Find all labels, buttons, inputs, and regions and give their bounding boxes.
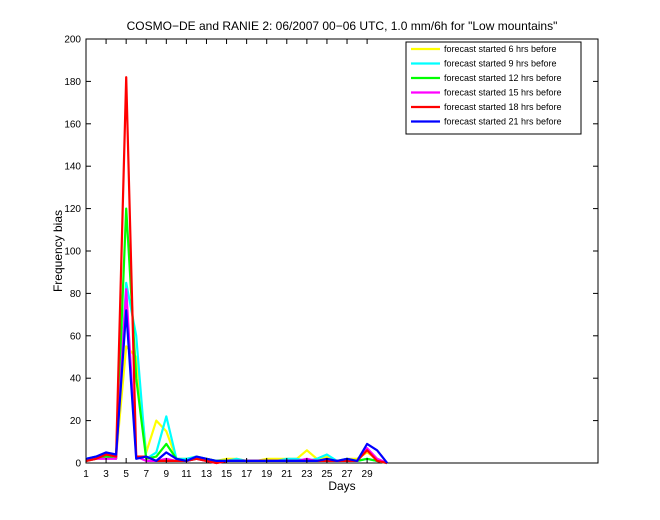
x-tick-label: 23 bbox=[301, 469, 313, 480]
legend-entry-4: forecast started 15 hrs before bbox=[444, 88, 562, 98]
y-tick-label: 40 bbox=[70, 374, 82, 385]
legend-entry-1: forecast started 6 hrs before bbox=[444, 44, 557, 54]
y-tick-label: 160 bbox=[64, 119, 81, 130]
x-tick-label: 15 bbox=[221, 469, 233, 480]
x-tick-label: 17 bbox=[241, 469, 253, 480]
y-tick-label: 20 bbox=[70, 416, 82, 427]
x-tick-label: 13 bbox=[201, 469, 213, 480]
legend-entry-6: forecast started 21 hrs before bbox=[444, 117, 562, 127]
y-tick-label: 200 bbox=[64, 35, 81, 46]
x-tick-label: 27 bbox=[341, 469, 353, 480]
x-tick-label: 21 bbox=[281, 469, 293, 480]
y-tick-label: 0 bbox=[75, 459, 81, 470]
x-axis-label: Days bbox=[328, 479, 355, 493]
y-axis-label: Frequency bias bbox=[51, 210, 65, 292]
legend-box bbox=[405, 41, 582, 135]
x-tick-label: 25 bbox=[321, 469, 333, 480]
legend-entry-3: forecast started 12 hrs before bbox=[444, 73, 562, 83]
series-lines bbox=[85, 76, 389, 465]
x-tick-label: 3 bbox=[103, 469, 109, 480]
series-line-6 bbox=[85, 309, 389, 464]
legend-entry-2: forecast started 9 hrs before bbox=[444, 59, 557, 69]
x-tick-label: 1 bbox=[83, 469, 89, 480]
legend: forecast started 6 hrs before forecast st… bbox=[405, 41, 582, 135]
x-tick-label: 19 bbox=[261, 469, 273, 480]
y-tick-label: 140 bbox=[64, 162, 81, 173]
y-tick-label: 180 bbox=[64, 77, 81, 88]
y-tick-label: 100 bbox=[64, 247, 81, 258]
legend-entry-5: forecast started 18 hrs before bbox=[444, 102, 562, 112]
y-tick-label: 120 bbox=[64, 204, 81, 215]
x-tick-label: 9 bbox=[164, 469, 170, 480]
axis-ticks: 1 3 5 7 9 11 13 15 17 19 21 23 25 27 29020406080100120… bbox=[64, 35, 598, 480]
y-tick-label: 80 bbox=[70, 289, 82, 300]
chart-title: COSMO−DE and RANIE 2: 06/2007 00−06 UTC,… bbox=[127, 19, 558, 33]
x-tick-label: 5 bbox=[123, 469, 129, 480]
x-tick-label: 29 bbox=[362, 469, 374, 480]
x-tick-label: 11 bbox=[181, 469, 192, 480]
y-tick-label: 60 bbox=[70, 331, 82, 342]
x-tick-label: 7 bbox=[143, 469, 149, 480]
